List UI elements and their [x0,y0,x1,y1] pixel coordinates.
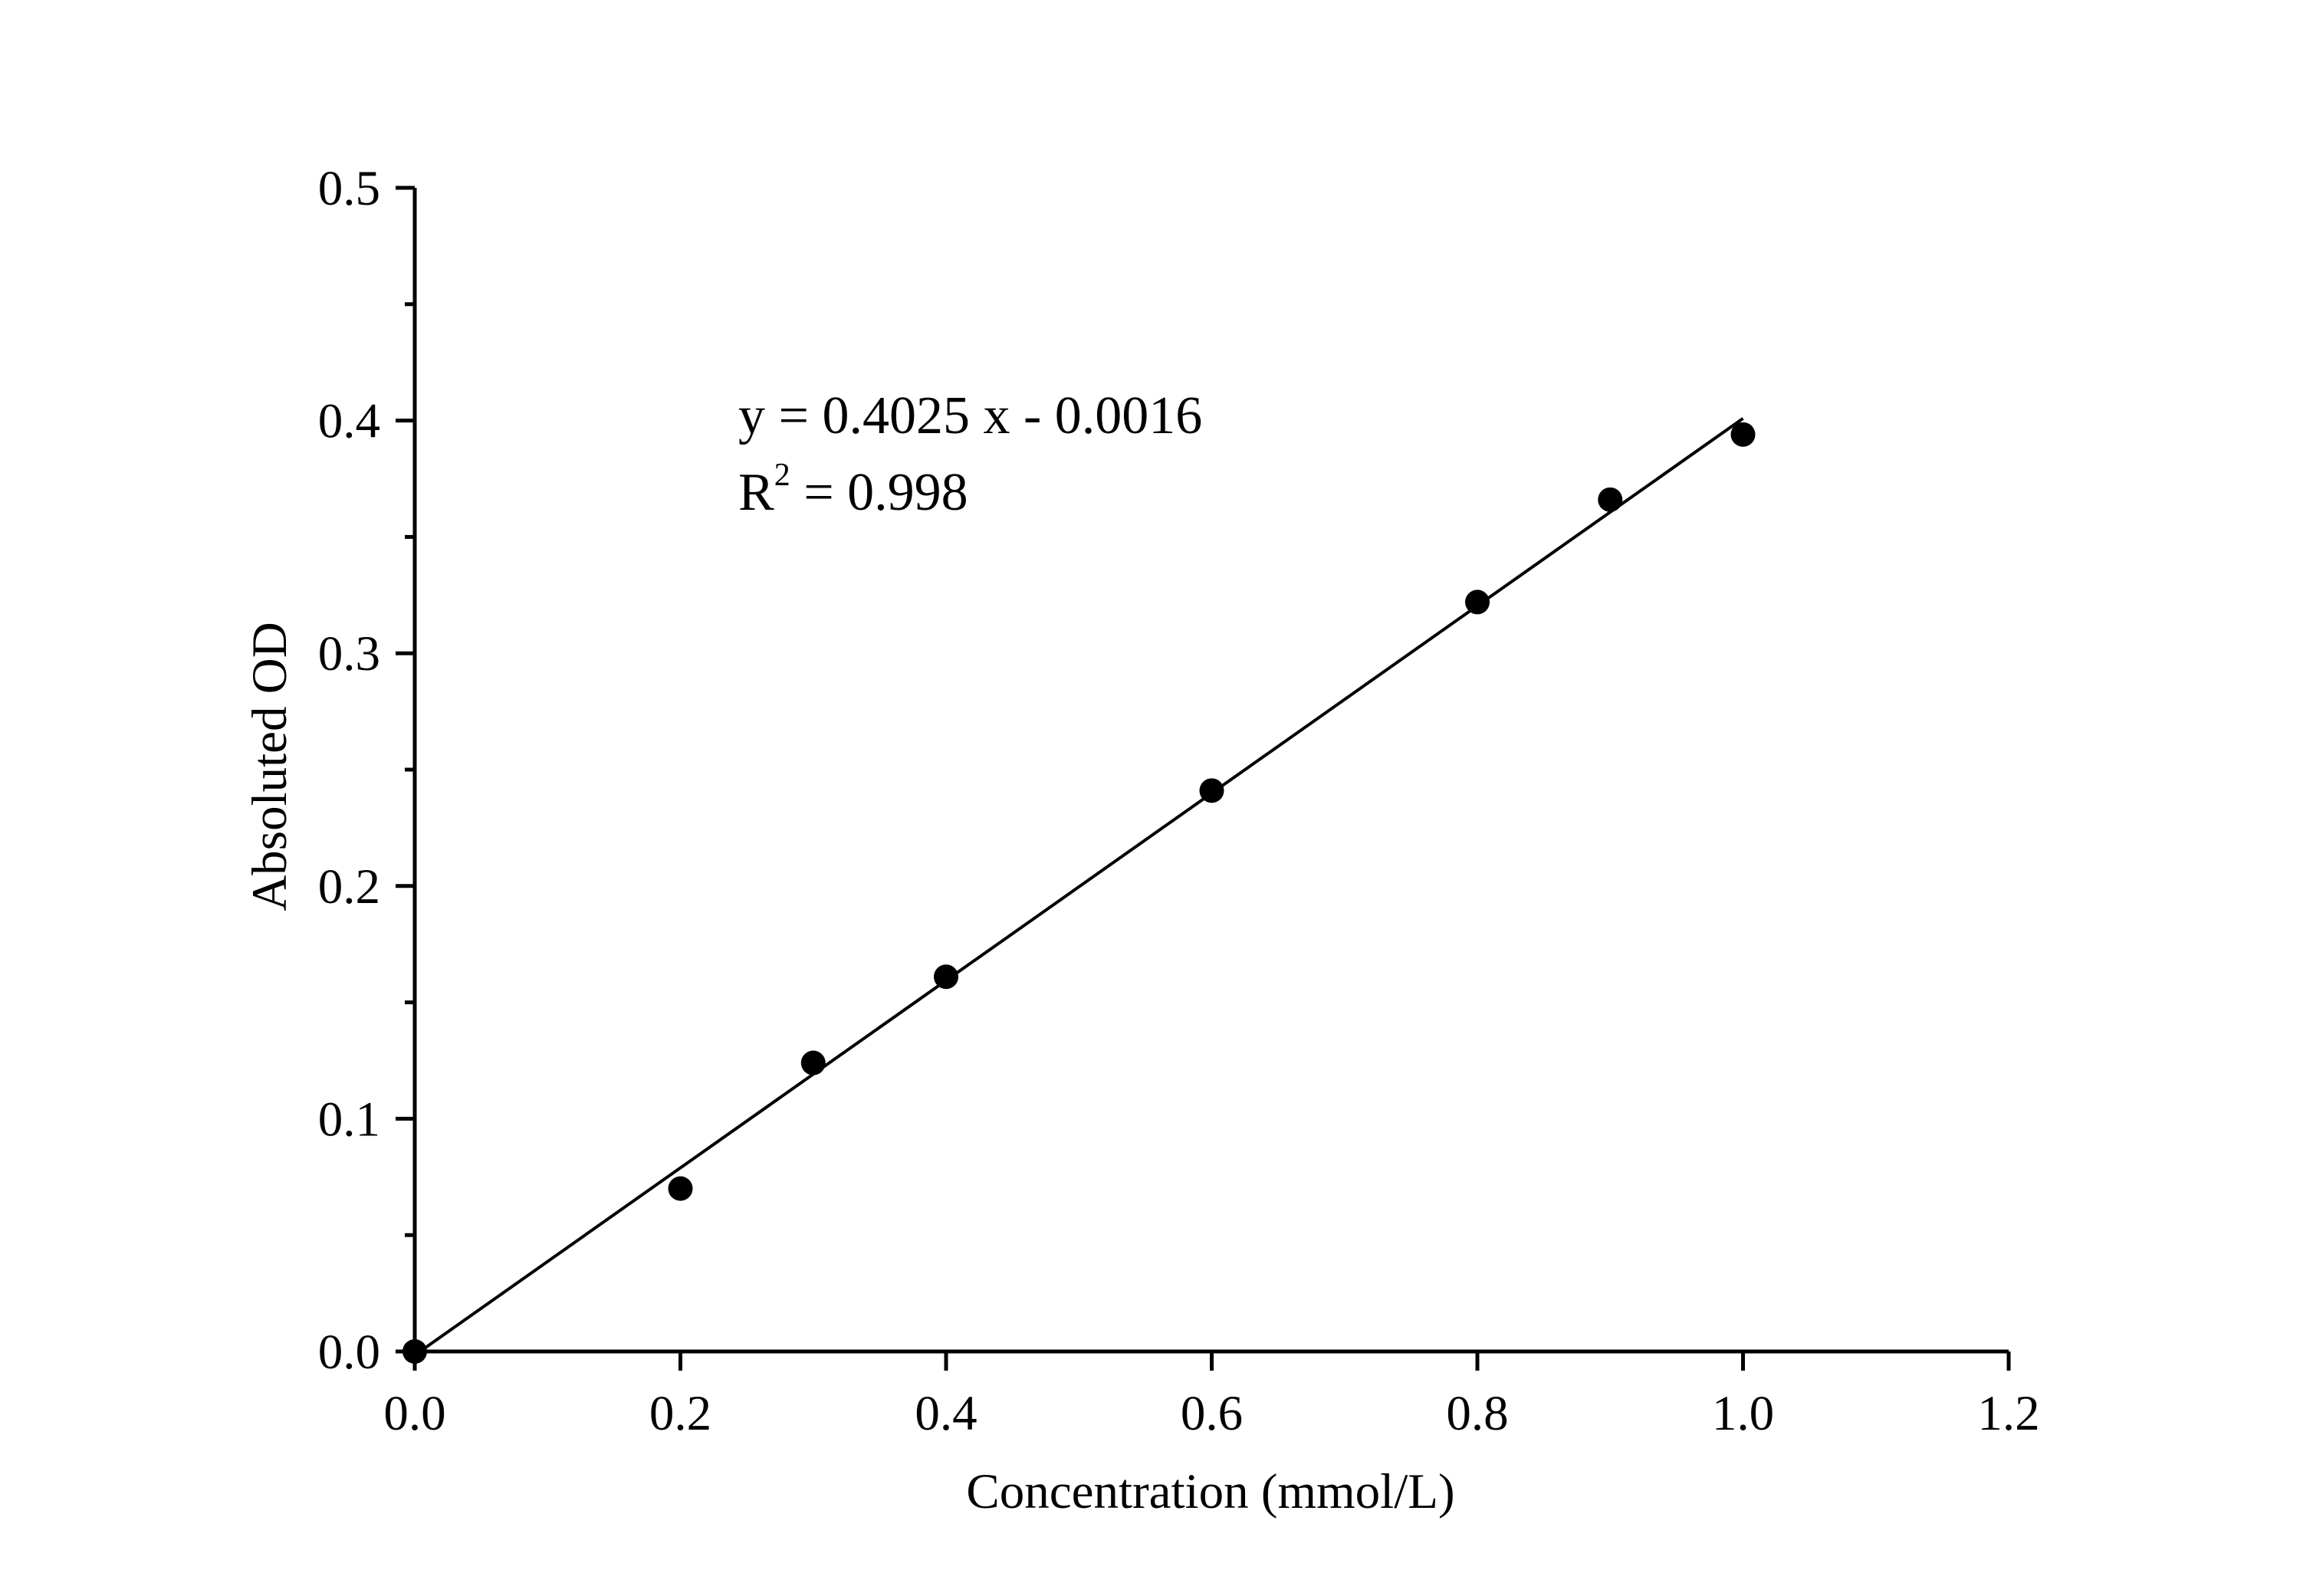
x-tick-label: 0.8 [1446,1386,1508,1441]
y-axis: 0.0 0.1 0.2 0.3 0.4 0.5 [318,161,417,1380]
regression-annotation: y = 0.4025 x - 0.0016 R2 = 0.998 [738,386,1202,522]
data-point [1730,422,1756,447]
x-tick-label: 0.6 [1181,1386,1243,1441]
y-tick-label: 0.3 [318,626,380,681]
y-tick-label: 0.4 [318,394,380,449]
x-tick-label: 0.2 [649,1386,711,1441]
x-tick-label: 0.4 [915,1386,977,1441]
regression-line [413,417,1744,1357]
x-tick-label: 1.2 [1977,1386,2039,1441]
data-point [1199,778,1224,803]
data-point [1598,487,1623,512]
y-axis-label: Absoluted OD [242,622,297,911]
data-points [402,422,1756,1364]
x-tick-label: 1.0 [1712,1386,1774,1441]
x-tick-label: 0.0 [383,1386,445,1441]
fit-line-group [413,417,1744,1357]
data-point [668,1176,693,1201]
x-axis: 0.0 0.2 0.4 0.6 0.8 1.0 1.2 [383,1349,2040,1441]
y-tick-label: 0.5 [318,161,380,216]
plot-area: 0.0 0.1 0.2 0.3 0.4 0.5 0.0 0.2 0.4 0.6 0.8 1.0 1.2 [318,161,2040,1441]
y-tick-label: 0.0 [318,1325,380,1380]
r-squared-symbol: R [738,463,774,522]
r-squared-superscript: 2 [774,458,790,493]
data-point [934,964,958,990]
y-tick-label: 0.1 [318,1092,380,1147]
r-squared-value: = 0.998 [790,463,968,522]
data-point [800,1050,826,1075]
y-tick-label: 0.2 [318,859,380,915]
x-axis-label: Concentration (mmol/L) [966,1464,1454,1519]
data-point [1465,589,1490,615]
data-point [402,1339,427,1364]
r-squared-text: R2 = 0.998 [738,458,968,522]
regression-equation: y = 0.4025 x - 0.0016 [738,386,1202,445]
